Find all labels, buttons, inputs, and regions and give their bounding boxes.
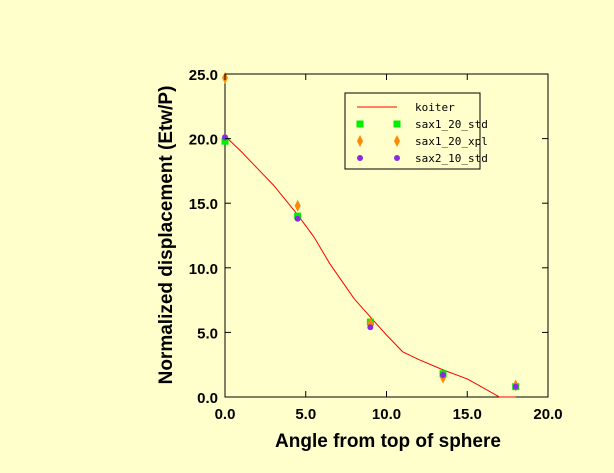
series-line-koiter bbox=[224, 135, 516, 398]
y-tick-label: 25.0 bbox=[189, 67, 218, 84]
y-tick-label: 20.0 bbox=[189, 132, 218, 149]
y-axis-title: Normalized displacement (Etw/P) bbox=[156, 86, 177, 385]
legend-swatch-sax1-20-xpl bbox=[394, 135, 400, 147]
legend: koiter sax1_20_std sax1_20_xpl sax2_10_std bbox=[344, 92, 488, 170]
data-point-sax2-10-std bbox=[440, 372, 447, 379]
data-point-sax2-10-std bbox=[512, 383, 519, 390]
data-point-sax2-10-std bbox=[222, 134, 228, 141]
data-point-sax2-10-std bbox=[367, 324, 374, 331]
legend-swatch-sax1-20-std bbox=[356, 120, 364, 128]
data-point-sax1-20-xpl bbox=[294, 199, 301, 212]
legend-label-koiter: koiter bbox=[415, 101, 455, 114]
y-tick-label: 0.0 bbox=[197, 390, 218, 407]
data-point-sax1-20-std bbox=[221, 137, 229, 145]
x-axis-title: Angle from top of sphere bbox=[275, 431, 501, 452]
legend-label-sax2-10-std: sax2_10_std bbox=[415, 152, 488, 165]
x-tick-label: 5.0 bbox=[295, 406, 316, 423]
legend-swatch-sax2-10-std bbox=[394, 155, 400, 161]
ticks-layer: 0.0 5.0 10.0 15.0 20.0 0.0 5.0 10.0 15.0 20.0 25.0 bbox=[189, 67, 563, 423]
legend-swatch-sax1-20-std bbox=[393, 120, 401, 128]
data-point-sax2-10-std bbox=[294, 215, 301, 222]
legend-label-sax1-20-xpl: sax1_20_xpl bbox=[415, 135, 488, 148]
x-tick-label: 20.0 bbox=[533, 406, 562, 423]
plot-frame bbox=[224, 73, 549, 398]
y-tick-label: 15.0 bbox=[189, 196, 218, 213]
legend-label-sax1-20-std: sax1_20_std bbox=[415, 118, 488, 131]
legend-swatch-sax1-20-xpl bbox=[357, 135, 363, 147]
y-tick-label: 10.0 bbox=[189, 261, 218, 278]
x-tick-label: 15.0 bbox=[453, 406, 482, 423]
legend-swatch-sax2-10-std bbox=[357, 155, 363, 161]
x-tick-label: 0.0 bbox=[215, 406, 236, 423]
legend-box bbox=[344, 92, 481, 170]
x-tick-label: 10.0 bbox=[372, 406, 401, 423]
y-tick-label: 5.0 bbox=[197, 325, 218, 342]
